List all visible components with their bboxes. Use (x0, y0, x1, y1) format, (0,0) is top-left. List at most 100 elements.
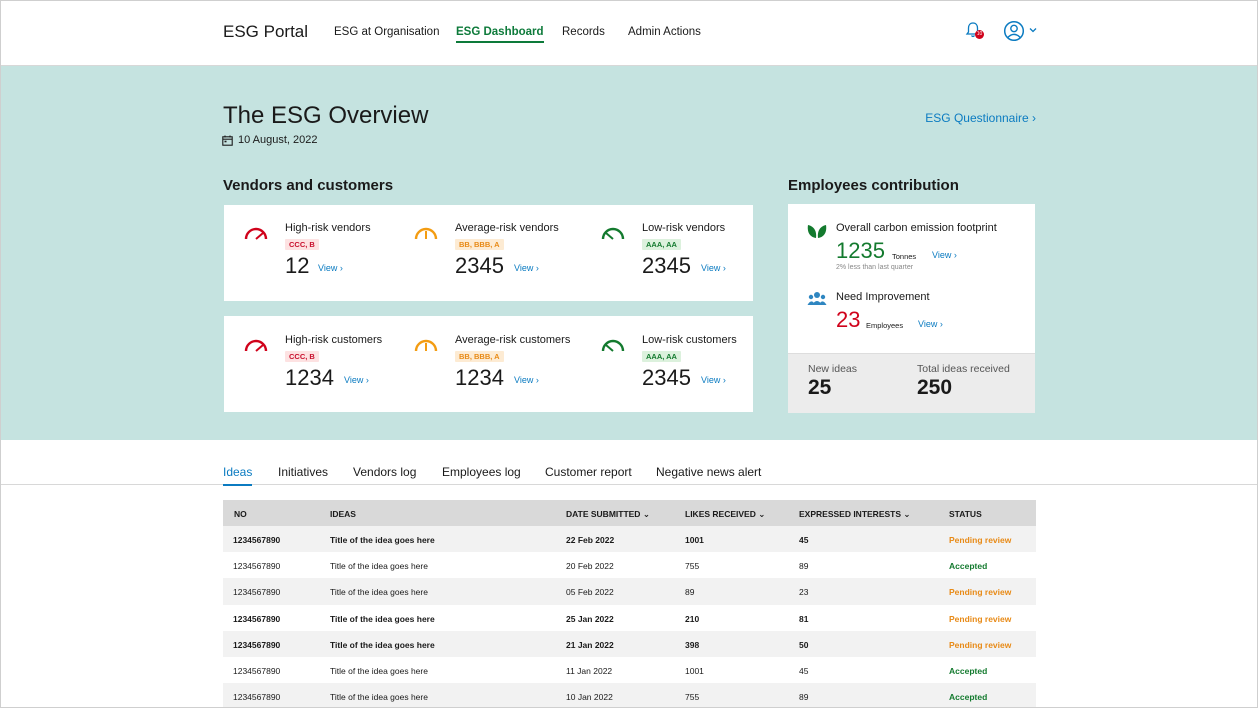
tab-customer-report[interactable]: Customer report (545, 465, 632, 479)
cell-interests: 50 (799, 639, 809, 650)
leaf-icon (807, 225, 827, 238)
metric-label: Low-risk vendors (642, 222, 726, 234)
view-link[interactable]: View › (514, 375, 539, 385)
table-row[interactable]: 1234567890 Title of the idea goes here 20 … (223, 552, 1036, 579)
calendar-icon (222, 135, 233, 146)
improvement-view-link[interactable]: View › (918, 319, 943, 329)
vendors-card: High-risk vendors CCC, B 12 View › Avera… (224, 205, 753, 301)
cell-date-submitted: 20 Feb 2022 (566, 561, 614, 572)
esg-questionnaire-link[interactable]: ESG Questionnaire › (925, 111, 1036, 125)
cell-status: Pending review (949, 587, 1012, 598)
view-link[interactable]: View › (701, 263, 726, 273)
cell-status: Accepted (949, 692, 988, 703)
rating-badge: AAA, AA (642, 351, 681, 362)
metric-label: Average-risk customers (455, 334, 571, 346)
metric-value: 2345 (642, 365, 691, 390)
employees-card: Overall carbon emission footprint 1235 T… (788, 204, 1035, 413)
table-row[interactable]: 1234567890 Title of the idea goes here 25 … (223, 604, 1036, 631)
page-title: The ESG Overview (223, 102, 429, 129)
table-row[interactable]: 1234567890 Title of the idea goes here 11 … (223, 656, 1036, 684)
notifications-button[interactable]: 10 (964, 20, 984, 42)
nav-esg-dashboard[interactable]: ESG Dashboard (456, 26, 544, 43)
customers-card: High-risk customers CCC, B 1234 View › A… (224, 316, 753, 412)
cell-interests: 89 (799, 561, 809, 572)
cell-status: Pending review (949, 613, 1012, 624)
view-link[interactable]: View › (514, 263, 539, 273)
cell-status: Pending review (949, 639, 1012, 650)
nav-esg-at-organisation[interactable]: ESG at Organisation (334, 26, 440, 38)
gauge-low-risk-icon (601, 339, 625, 352)
total-ideas-value: 250 (917, 376, 953, 399)
gauge-average-risk-icon (414, 227, 438, 240)
cell-likes: 1001 (685, 665, 704, 676)
table-row[interactable]: 1234567890 Title of the idea goes here 10 … (223, 683, 1036, 708)
metric-value: 2345 (455, 253, 504, 278)
cell-likes: 89 (685, 587, 695, 598)
bell-icon (965, 22, 981, 38)
cell-status: Accepted (949, 665, 988, 676)
new-ideas-label: New ideas (808, 363, 858, 375)
cell-no: 1234567890 (233, 665, 281, 676)
cell-status: Accepted (949, 561, 988, 572)
metric-label: High-risk customers (285, 334, 383, 346)
improvement-label: Need Improvement (836, 291, 930, 303)
rating-badge: AAA, AA (642, 239, 681, 250)
nav-admin-actions[interactable]: Admin Actions (628, 26, 701, 38)
column-header-label: EXPRESSED INTERESTS (799, 509, 902, 519)
view-link[interactable]: View › (318, 263, 343, 273)
view-link[interactable]: View › (701, 375, 726, 385)
cell-date-submitted: 10 Jan 2022 (566, 692, 613, 703)
column-header-label: LIKES RECEIVED (685, 509, 756, 519)
rating-badge: BB, BBB, A (455, 351, 504, 362)
metric-value: 1234 (285, 365, 334, 390)
view-link[interactable]: View › (344, 375, 369, 385)
sort-chevron-icon: ⌄ (642, 509, 650, 519)
tab-initiatives[interactable]: Initiatives (278, 465, 329, 479)
total-ideas-label: Total ideas received (917, 363, 1010, 375)
gauge-average-risk-icon (414, 339, 438, 352)
user-menu[interactable] (1003, 20, 1037, 42)
chevron-down-icon (1029, 28, 1037, 33)
top-navigation: ESG Portal ESG at Organisation ESG Dashb… (0, 0, 1258, 66)
cell-likes: 210 (685, 613, 700, 624)
metric-label: Average-risk vendors (455, 222, 559, 234)
cell-date-submitted: 25 Jan 2022 (566, 613, 614, 624)
cell-interests: 23 (799, 587, 809, 598)
column-header-likes-received[interactable]: LIKES RECEIVED ⌄ (685, 509, 765, 520)
brand-logo[interactable]: ESG Portal (223, 22, 309, 41)
carbon-view-link[interactable]: View › (932, 250, 957, 260)
carbon-value: 1235 (836, 238, 885, 263)
tab-negative-news-alert[interactable]: Negative news alert (656, 465, 762, 479)
carbon-unit: Tonnes (892, 252, 917, 261)
rating-badge: CCC, B (285, 351, 319, 362)
column-header-status: STATUS (949, 509, 982, 519)
cell-likes: 1001 (685, 535, 704, 545)
cell-idea: Title of the idea goes here (330, 561, 428, 572)
table-row[interactable]: 1234567890 Title of the idea goes here 05 … (223, 578, 1036, 605)
tab-employees-log[interactable]: Employees log (442, 465, 521, 479)
column-header-no: NO (234, 509, 247, 519)
column-header-expressed-interests[interactable]: EXPRESSED INTERESTS ⌄ (799, 509, 911, 520)
cell-idea: Title of the idea goes here (330, 639, 435, 650)
nav-records[interactable]: Records (562, 26, 605, 38)
gauge-low-risk-icon (601, 227, 625, 240)
tab-ideas[interactable]: Ideas (223, 465, 253, 486)
column-header-date-submitted[interactable]: DATE SUBMITTED ⌄ (566, 509, 650, 520)
rating-badge: BB, BBB, A (455, 239, 504, 250)
cell-interests: 89 (799, 692, 809, 703)
sort-chevron-icon: ⌄ (903, 509, 911, 519)
table-body: 1234567890 Title of the idea goes here 22 … (223, 526, 1036, 708)
ideas-table: NO IDEAS DATE SUBMITTED ⌄ LIKES RECEIVED… (223, 500, 1036, 708)
cell-no: 1234567890 (233, 535, 281, 545)
cell-idea: Title of the idea goes here (330, 665, 428, 676)
ideas-summary: New ideas 25 Total ideas received 250 (788, 353, 1035, 413)
table-row[interactable]: 1234567890 Title of the idea goes here 22 … (223, 526, 1036, 553)
cell-likes: 755 (685, 692, 700, 703)
date-row: 10 August, 2022 (222, 134, 318, 146)
notification-badge: 10 (975, 30, 984, 39)
tab-vendors-log[interactable]: Vendors log (353, 465, 417, 479)
cell-date-submitted: 22 Feb 2022 (566, 535, 615, 545)
cell-idea: Title of the idea goes here (330, 535, 435, 545)
column-header-ideas: IDEAS (330, 509, 356, 519)
table-row[interactable]: 1234567890 Title of the idea goes here 21 … (223, 630, 1036, 657)
